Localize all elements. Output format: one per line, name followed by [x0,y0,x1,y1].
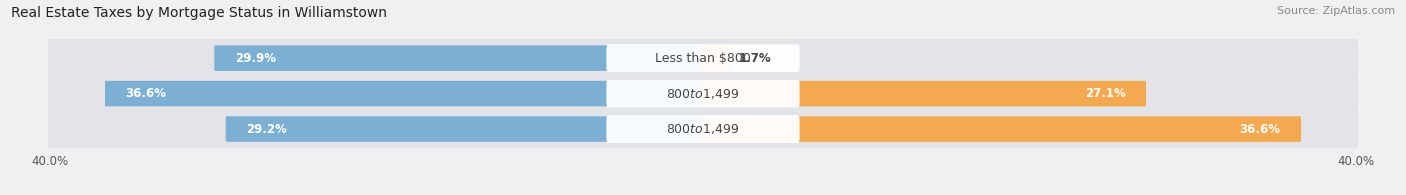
FancyBboxPatch shape [214,45,704,71]
FancyBboxPatch shape [48,74,1358,113]
FancyBboxPatch shape [606,115,800,143]
FancyBboxPatch shape [48,110,1358,148]
Text: Real Estate Taxes by Mortgage Status in Williamstown: Real Estate Taxes by Mortgage Status in … [11,6,387,20]
Text: 36.6%: 36.6% [125,87,166,100]
FancyBboxPatch shape [105,81,704,106]
Text: $800 to $1,499: $800 to $1,499 [666,87,740,101]
FancyBboxPatch shape [606,44,800,72]
Text: 27.1%: 27.1% [1085,87,1126,100]
Text: 29.2%: 29.2% [246,122,287,136]
FancyBboxPatch shape [702,116,1301,142]
Text: 1.7%: 1.7% [740,52,772,65]
FancyBboxPatch shape [702,81,1146,106]
FancyBboxPatch shape [48,39,1358,77]
Text: 36.6%: 36.6% [1240,122,1281,136]
FancyBboxPatch shape [702,45,731,71]
Text: 29.9%: 29.9% [235,52,276,65]
FancyBboxPatch shape [226,116,704,142]
Text: Less than $800: Less than $800 [655,52,751,65]
FancyBboxPatch shape [606,80,800,107]
Text: Source: ZipAtlas.com: Source: ZipAtlas.com [1277,6,1395,16]
Text: $800 to $1,499: $800 to $1,499 [666,122,740,136]
